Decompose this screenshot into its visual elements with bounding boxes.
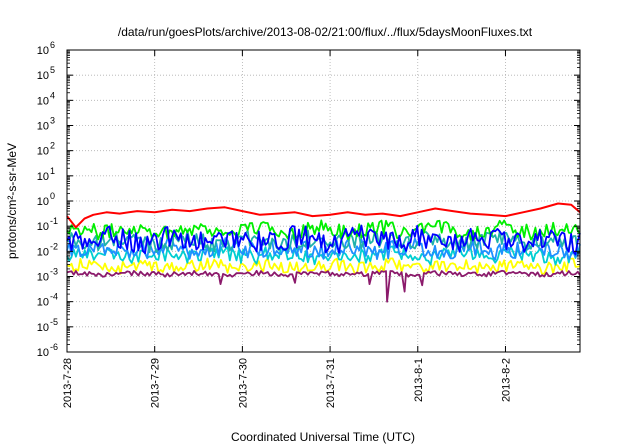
y-tick-label: 10 bbox=[37, 347, 49, 359]
y-tick-label: 10 bbox=[37, 246, 49, 258]
y-tick-exponent: -3 bbox=[50, 267, 58, 277]
y-tick-exponent: 3 bbox=[50, 116, 55, 126]
y-tick-exponent: 0 bbox=[50, 191, 55, 201]
series-line bbox=[66, 202, 581, 229]
x-axis: 2013-7-28 2013-7-29 2013-7-30 2013-7-31 2013… bbox=[62, 50, 512, 408]
series-line bbox=[66, 269, 581, 303]
x-tick-label: 2013-7-28 bbox=[62, 358, 74, 408]
y-tick-exponent: 4 bbox=[50, 90, 55, 100]
y-tick-label: 10 bbox=[37, 95, 49, 107]
y-tick-exponent: -4 bbox=[50, 292, 58, 302]
y-tick-label: 10 bbox=[37, 70, 49, 82]
y-tick-label: 10 bbox=[37, 221, 49, 233]
x-tick-label: 2013-7-31 bbox=[325, 358, 337, 408]
x-tick-label: 2013-7-29 bbox=[150, 358, 162, 408]
y-tick-exponent: -6 bbox=[50, 342, 58, 352]
y-tick-label: 10 bbox=[37, 272, 49, 284]
x-tick-label: 2013-8-2 bbox=[500, 358, 512, 402]
y-tick-exponent: -5 bbox=[50, 317, 58, 327]
y-tick-label: 10 bbox=[37, 196, 49, 208]
x-tick-label: 2013-7-30 bbox=[237, 358, 249, 408]
chart-title: /data/run/goesPlots/archive/2013-08-02/2… bbox=[118, 25, 533, 39]
x-tick-label: 2013-8-1 bbox=[413, 358, 425, 402]
y-tick-label: 10 bbox=[37, 146, 49, 158]
series-line bbox=[66, 237, 581, 261]
y-tick-label: 10 bbox=[37, 297, 49, 309]
y-tick-exponent: -2 bbox=[50, 241, 58, 251]
series-layer bbox=[66, 202, 581, 303]
series-line bbox=[66, 257, 581, 275]
grid bbox=[67, 50, 580, 352]
y-tick-label: 10 bbox=[37, 171, 49, 183]
y-tick-label: 10 bbox=[37, 121, 49, 133]
y-axis-label: protons/cm²-s-sr-MeV bbox=[5, 143, 19, 259]
plot-frame bbox=[66, 49, 581, 353]
x-axis-label: Coordinated Universal Time (UTC) bbox=[231, 430, 415, 444]
y-tick-exponent: -1 bbox=[50, 216, 58, 226]
series-line bbox=[66, 224, 581, 256]
y-tick-label: 10 bbox=[37, 45, 49, 57]
y-tick-exponent: 1 bbox=[50, 166, 55, 176]
y-tick-exponent: 2 bbox=[50, 141, 55, 151]
y-tick-exponent: 6 bbox=[50, 40, 55, 50]
y-axis: 10 -610 -510 -410 -310 -210 -110 010 110 210 310 41… bbox=[37, 40, 580, 359]
y-tick-exponent: 5 bbox=[50, 65, 55, 75]
y-tick-label: 10 bbox=[37, 322, 49, 334]
